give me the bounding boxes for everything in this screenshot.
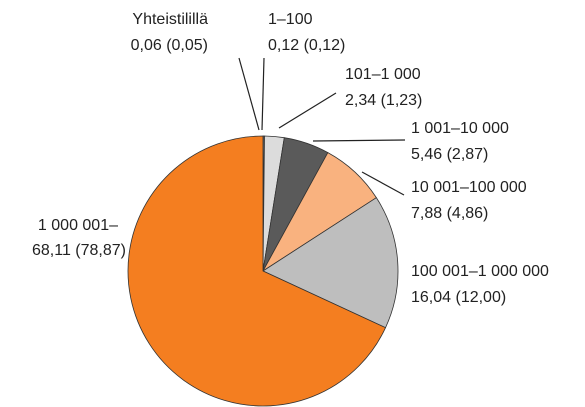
value-label: 2,34 (1,23) xyxy=(345,92,422,109)
pie xyxy=(127,135,399,407)
slice-label: 10 001–100 000 xyxy=(411,179,527,196)
pie-slice xyxy=(262,197,399,329)
value-label: 68,11 (78,87) xyxy=(32,242,126,259)
slice-label: 1–100 xyxy=(268,11,313,28)
leader-line xyxy=(278,92,337,129)
leader-line xyxy=(238,57,260,131)
slice-label: Yhteistilillä xyxy=(132,11,208,28)
value-label: 16,04 (12,00) xyxy=(411,289,506,306)
leader-line xyxy=(261,57,265,131)
value-label: 0,06 (0,05) xyxy=(131,37,208,54)
leader-line xyxy=(361,171,405,196)
slice-label: 1 001–10 000 xyxy=(411,120,509,137)
value-label: 7,88 (4,86) xyxy=(411,205,488,222)
pie-slice xyxy=(127,135,386,407)
leader-line xyxy=(312,139,406,142)
value-label: 5,46 (2,87) xyxy=(411,146,488,163)
slice-label: 100 001–1 000 000 xyxy=(411,263,549,280)
slice-label: 1 000 001– xyxy=(38,217,118,234)
slice-label: 101–1 000 xyxy=(345,66,421,83)
value-label: 0,12 (0,12) xyxy=(268,37,345,54)
